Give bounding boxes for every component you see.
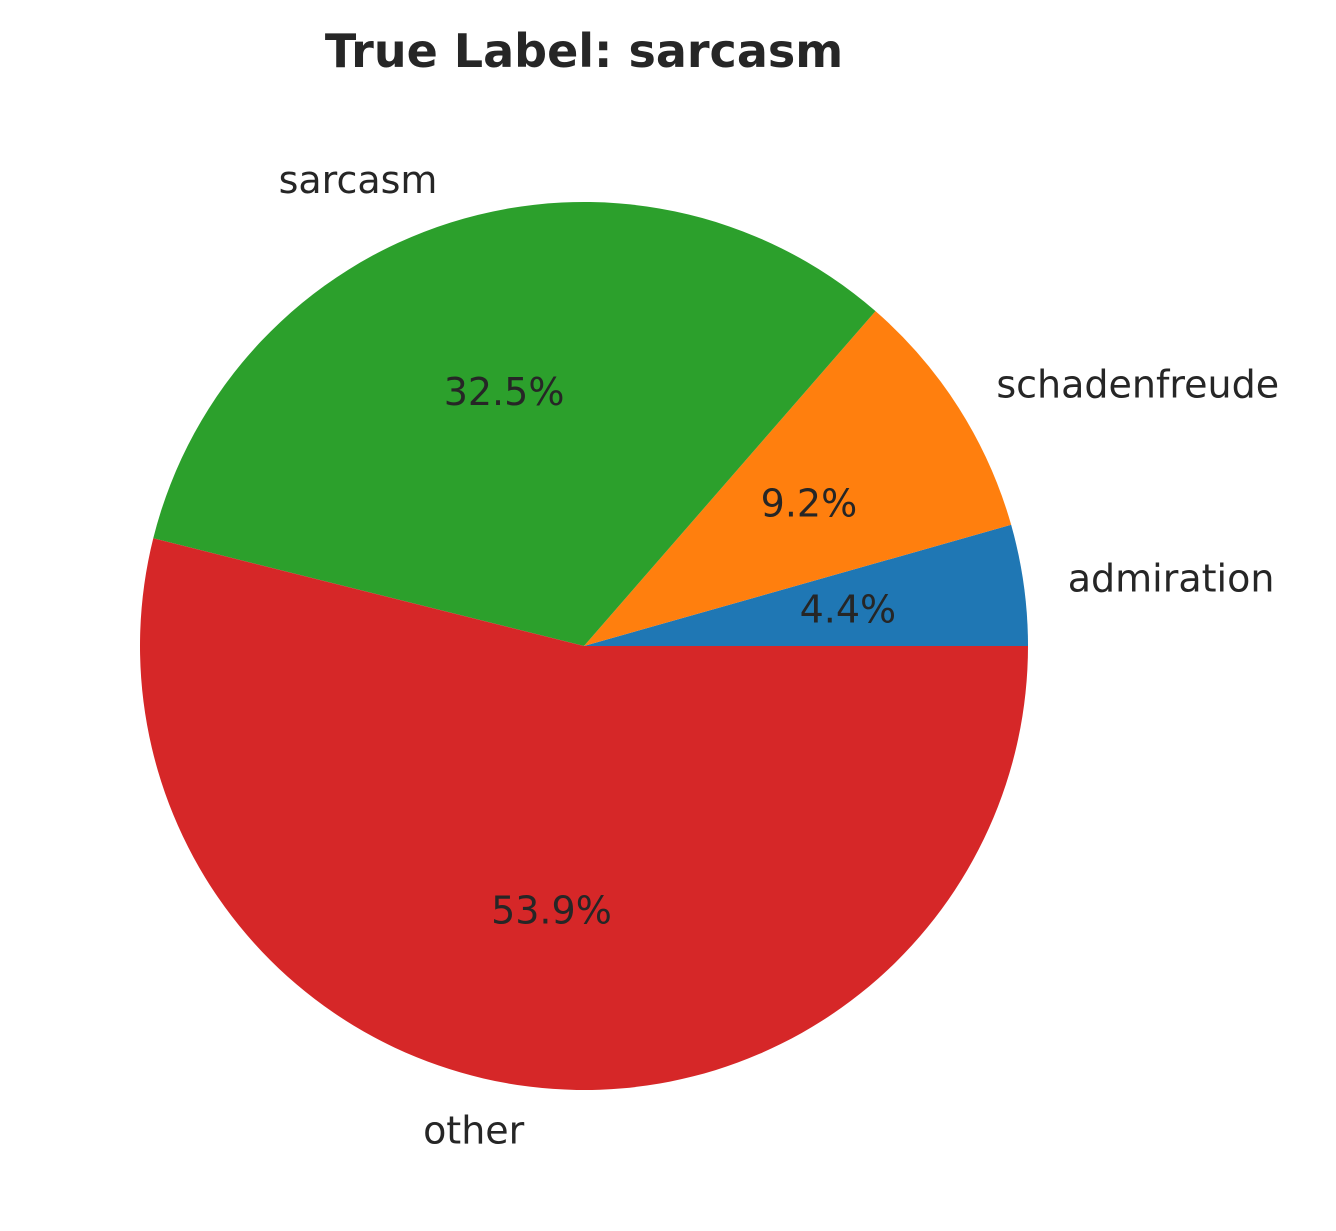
pie-pct-label-admiration: 4.4% <box>800 587 897 631</box>
pie-slice-other <box>140 538 1029 1090</box>
pie-outer-labels: admiration schadenfreude sarcasm other <box>279 158 1280 1153</box>
pie-outer-label-sarcasm: sarcasm <box>279 158 438 202</box>
pie-slices <box>140 201 1029 1090</box>
pie-percentage-labels: 4.4% 9.2% 32.5% 53.9% <box>444 370 896 933</box>
pie-slice-sarcasm <box>153 201 876 646</box>
pie-pct-label-schadenfreude: 9.2% <box>761 481 858 525</box>
pie-outer-label-admiration: admiration <box>1068 557 1275 601</box>
pie-pct-label-sarcasm: 32.5% <box>444 370 565 414</box>
pie-outer-label-schadenfreude: schadenfreude <box>996 362 1279 406</box>
pie-slice-admiration <box>584 524 1028 646</box>
chart-title: True Label: sarcasm <box>325 24 843 78</box>
pie-outer-label-other: other <box>423 1109 525 1153</box>
pie-slice-schadenfreude <box>584 311 1012 646</box>
pie-pct-label-other: 53.9% <box>491 888 612 932</box>
